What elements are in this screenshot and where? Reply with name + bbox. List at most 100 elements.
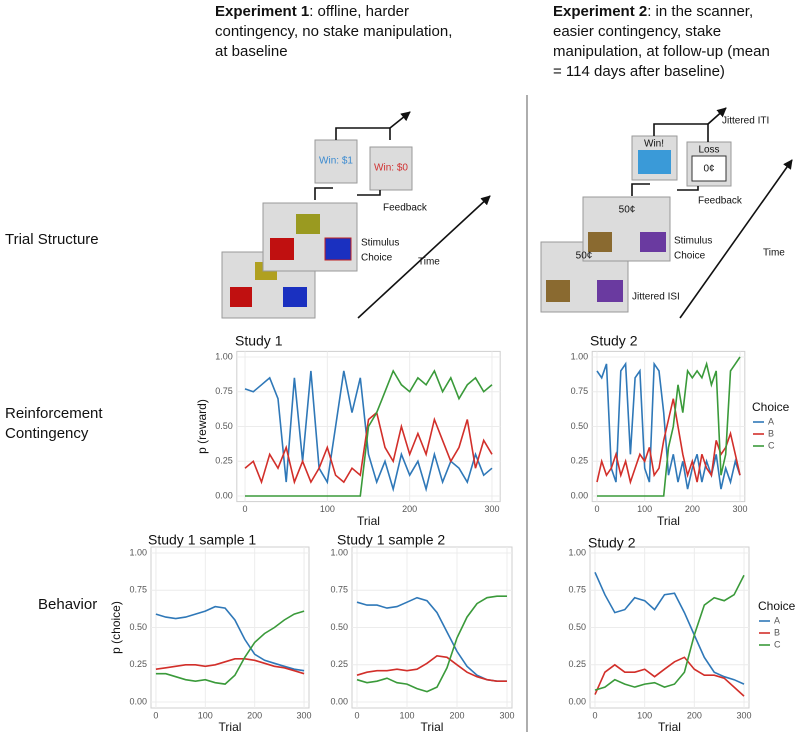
flow-arrow: [389, 111, 411, 129]
x-tick-label: 0: [153, 710, 158, 720]
y-tick-label: 0.75: [330, 585, 348, 595]
row-label: Behavior: [38, 596, 97, 613]
series-line: [594, 656, 745, 697]
y-tick-label: 0.00: [568, 696, 586, 706]
y-axis-label: p (choice): [109, 601, 123, 654]
x-tick-label: 300: [733, 504, 748, 514]
flow-line: [335, 127, 391, 140]
x-tick-label: 300: [499, 710, 514, 720]
y-axis-label: p (reward): [195, 399, 209, 454]
stimulus: [597, 280, 623, 302]
series-line: [356, 595, 507, 693]
x-tick-label: 100: [637, 710, 652, 720]
y-tick-label: 0.25: [330, 659, 348, 669]
legend-label: B: [768, 428, 774, 438]
diagram-label: Time: [763, 248, 785, 259]
row-label: Trial Structure: [5, 231, 99, 248]
experiment-header: = 114 days after baseline): [553, 63, 725, 80]
series-line: [594, 571, 745, 685]
trial-diagram: Win: $1 Win: $0 Feedback Stimulus Choice…: [221, 111, 491, 319]
x-tick-label: 200: [687, 710, 702, 720]
y-tick-label: 1.00: [568, 547, 586, 557]
experiment-header: contingency, no stake manipulation,: [215, 23, 452, 40]
row-label: Reinforcement: [5, 405, 103, 422]
x-tick-label: 200: [247, 710, 262, 720]
y-tick-label: 0.75: [568, 585, 586, 595]
diagram-label: Feedback: [383, 203, 428, 214]
x-tick-label: 200: [402, 504, 417, 514]
legend-label: B: [774, 627, 780, 637]
x-tick-label: 0: [594, 504, 599, 514]
x-axis-label: Trial: [657, 514, 680, 528]
trial-diagram: Win! Loss 0¢ 50¢ 50¢ Jittered ITI Feedba…: [540, 107, 793, 319]
screen: [262, 202, 358, 272]
diagram-label: Jittered ISI: [632, 292, 680, 303]
x-axis-label: Trial: [219, 720, 242, 732]
x-tick-label: 300: [737, 710, 752, 720]
feedback-text: Win: $0: [374, 163, 408, 174]
series-line: [155, 605, 305, 672]
diagram-label: Jittered ITI: [722, 116, 769, 127]
y-tick-label: 0.50: [330, 622, 348, 632]
series-line: [356, 654, 507, 682]
stake-text: 50¢: [576, 251, 593, 262]
flow-line: [653, 123, 709, 142]
chart-title: Study 2: [590, 333, 638, 349]
flow-line: [631, 183, 699, 196]
y-tick-label: 0.75: [215, 386, 233, 396]
x-axis-label: Trial: [421, 720, 444, 732]
x-tick-label: 100: [320, 504, 335, 514]
experiment-header: manipulation, at follow-up (mean: [553, 43, 770, 60]
y-tick-label: 0.50: [571, 421, 589, 431]
stimulus: [230, 287, 252, 307]
y-tick-label: 0.25: [568, 659, 586, 669]
chart-title: Study 2: [588, 535, 636, 551]
diagram-label: Stimulus: [361, 238, 399, 249]
diagram-label: Choice: [361, 253, 393, 264]
y-tick-label: 0.00: [330, 696, 348, 706]
x-tick-label: 200: [449, 710, 464, 720]
feedback-text: Win!: [644, 139, 664, 150]
flow-arrow: [707, 107, 727, 125]
y-tick-label: 0.00: [129, 696, 147, 706]
time-arrow: [357, 195, 491, 319]
stake-text: 50¢: [619, 205, 636, 216]
y-tick-label: 0.75: [129, 585, 147, 595]
image: [691, 155, 727, 182]
x-tick-label: 300: [297, 710, 312, 720]
x-axis-label: Trial: [658, 720, 681, 732]
y-tick-label: 1.00: [330, 547, 348, 557]
chart-title: Study 1 sample 1: [148, 532, 256, 548]
stimulus: [283, 287, 307, 307]
x-tick-label: 100: [637, 504, 652, 514]
y-tick-label: 0.50: [215, 421, 233, 431]
chart-title: Study 1 sample 2: [337, 532, 445, 548]
diagram-label: Choice: [674, 251, 706, 262]
y-tick-label: 0.00: [571, 490, 589, 500]
stimulus: [296, 214, 320, 234]
legend-label: A: [768, 416, 774, 426]
x-tick-label: 200: [685, 504, 700, 514]
x-tick-label: 0: [243, 504, 248, 514]
series-line: [596, 398, 741, 486]
series-line: [594, 574, 745, 691]
chart-title: Study 1: [235, 333, 283, 349]
legend-label: C: [774, 639, 781, 649]
legend-label: C: [768, 440, 775, 450]
x-tick-label: 300: [484, 504, 499, 514]
diagram-label: Feedback: [698, 196, 743, 207]
legend-label: A: [774, 615, 780, 625]
experiment-header: Experiment 1: offline, harder: [215, 3, 409, 20]
row-label: Contingency: [5, 425, 89, 442]
flow-line: [314, 187, 381, 200]
x-tick-label: 0: [592, 710, 597, 720]
series-line: [244, 411, 493, 485]
y-tick-label: 1.00: [215, 351, 233, 361]
series-line: [155, 610, 305, 685]
y-tick-label: 0.00: [215, 490, 233, 500]
x-tick-label: 100: [198, 710, 213, 720]
feedback-text: Loss: [698, 145, 719, 156]
stimulus: [640, 232, 666, 252]
x-tick-label: 0: [354, 710, 359, 720]
